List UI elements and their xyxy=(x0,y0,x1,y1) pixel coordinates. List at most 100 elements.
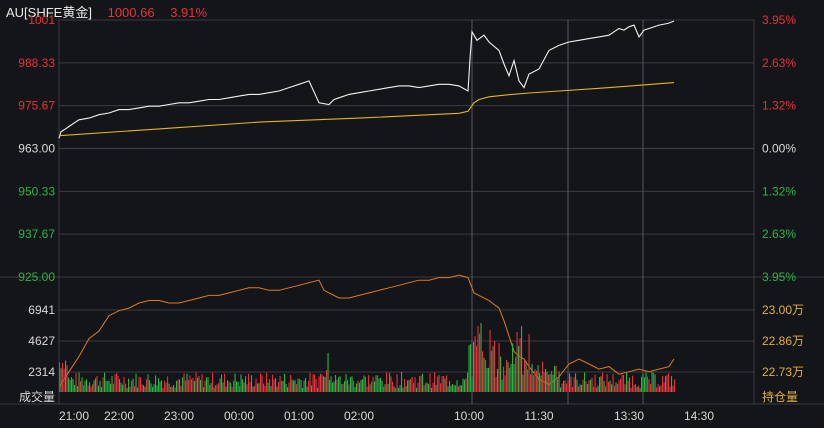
y-tick-label-left: 963.00 xyxy=(18,142,55,156)
symbol-name: AU[SHFE黄金] xyxy=(6,5,92,20)
volume-bar xyxy=(309,372,311,392)
volume-bar xyxy=(360,380,362,392)
volume-bar xyxy=(624,384,626,392)
volume-bar xyxy=(252,386,254,392)
volume-bar xyxy=(512,343,514,392)
volume-bar xyxy=(576,379,578,392)
volume-bar xyxy=(389,372,391,392)
volume-bar xyxy=(255,378,257,392)
volume-bar xyxy=(270,386,272,392)
volume-bar xyxy=(425,383,427,392)
volume-bar xyxy=(591,377,593,392)
volume-bar xyxy=(144,386,146,392)
volume-bar xyxy=(587,384,589,392)
volume-bar xyxy=(489,330,491,392)
volume-bar xyxy=(299,378,301,392)
volume-bar xyxy=(560,387,562,392)
volume-bar xyxy=(498,343,500,392)
oi-tick-label: 22.73万 xyxy=(762,365,804,379)
volume-bar xyxy=(272,374,274,392)
volume-bar xyxy=(140,377,142,392)
volume-bar xyxy=(302,388,304,392)
volume-tick-label: 2314 xyxy=(28,365,55,379)
grid-lines xyxy=(0,19,824,405)
volume-bar xyxy=(315,378,317,392)
volume-bar xyxy=(167,376,169,392)
volume-bar xyxy=(284,373,286,392)
volume-bar xyxy=(524,360,526,392)
volume-bar xyxy=(174,387,176,392)
volume-bar xyxy=(101,387,103,392)
volume-bar xyxy=(90,386,92,392)
volume-bar xyxy=(494,340,496,392)
volume-bar xyxy=(528,334,530,392)
volume-bar xyxy=(345,374,347,392)
volume-bar xyxy=(501,379,503,392)
volume-bar xyxy=(386,372,388,392)
volume-bar xyxy=(423,385,425,392)
volume-bar xyxy=(261,375,263,392)
volume-bar xyxy=(443,376,445,392)
volume-bar xyxy=(359,382,361,392)
volume-bar xyxy=(635,384,637,392)
last-price: 1000.66 xyxy=(107,5,155,20)
volume-bar xyxy=(660,385,662,392)
volume-bar xyxy=(161,380,163,392)
volume-bar xyxy=(122,384,124,392)
volume-bar xyxy=(459,385,461,392)
volume-bar xyxy=(84,380,86,392)
volume-bar xyxy=(608,381,610,392)
volume-bar xyxy=(380,377,382,392)
volume-bar xyxy=(476,346,478,392)
volume-bar xyxy=(516,332,518,392)
volume-bar xyxy=(416,387,418,392)
volume-bars xyxy=(59,322,676,393)
volume-bar xyxy=(225,386,227,392)
volume-bar xyxy=(141,384,143,392)
volume-bar xyxy=(92,384,94,392)
volume-bar xyxy=(638,385,640,392)
volume-bar xyxy=(332,382,334,393)
volume-bar xyxy=(162,387,164,392)
volume-bar xyxy=(204,380,206,392)
volume-bar xyxy=(150,383,152,392)
volume-bar xyxy=(317,387,319,392)
volume-bar xyxy=(464,379,466,392)
volume-bar xyxy=(453,385,455,392)
volume-bar xyxy=(434,372,436,392)
volume-bar xyxy=(72,379,74,392)
volume-bar xyxy=(465,378,467,392)
volume-bar xyxy=(339,376,341,392)
volume-bar xyxy=(350,376,352,392)
volume-bar xyxy=(663,382,665,392)
volume-bar xyxy=(363,375,365,392)
volume-bar xyxy=(198,376,200,392)
axis-labels: 1001 988.33 975.67 963.00 950.33 937.67 925.00… xyxy=(18,13,804,423)
volume-bar xyxy=(285,384,287,392)
volume-bar xyxy=(618,380,620,392)
volume-bar xyxy=(224,373,226,392)
volume-bar xyxy=(446,375,448,392)
volume-bar xyxy=(156,385,158,392)
volume-bar xyxy=(479,333,481,392)
volume-bar xyxy=(606,374,608,392)
volume-bar xyxy=(419,375,421,392)
volume-bar xyxy=(242,379,244,392)
volume-bar xyxy=(116,373,118,392)
volume-bar xyxy=(636,386,638,392)
oi-label: 持仓量 xyxy=(762,389,798,404)
x-tick-label: 14:30 xyxy=(684,409,714,423)
volume-bar xyxy=(486,368,488,392)
volume-bar xyxy=(111,376,113,392)
volume-bar xyxy=(68,377,70,392)
volume-bar xyxy=(510,363,512,392)
volume-bar xyxy=(659,386,661,392)
volume-bar xyxy=(456,380,458,392)
volume-bar xyxy=(575,373,577,392)
volume-bar xyxy=(570,376,572,392)
volume-bar xyxy=(399,385,401,392)
volume-bar xyxy=(66,365,68,392)
volume-bar xyxy=(554,365,556,392)
volume-bar xyxy=(290,375,292,392)
volume-bar xyxy=(639,387,641,392)
